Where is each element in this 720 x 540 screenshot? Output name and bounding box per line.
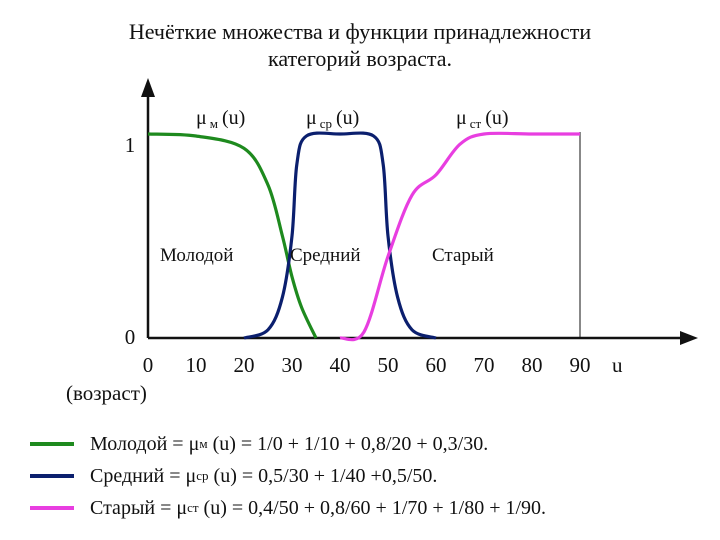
region-label-old: Старый bbox=[432, 245, 494, 266]
legend-formula-young: (u) = 1/0 + 1/10 + 0,8/20 + 0,3/30. bbox=[212, 432, 489, 455]
legend-swatch-old bbox=[30, 506, 74, 510]
x-tick-label: 10 bbox=[186, 353, 207, 377]
legend-swatch-middle bbox=[30, 474, 74, 478]
curve-label-sub: ст bbox=[470, 116, 482, 131]
x-tick-label: 70 bbox=[474, 353, 495, 377]
x-tick-label: 60 bbox=[426, 353, 447, 377]
legend-swatch-young bbox=[30, 442, 74, 446]
curve-middle bbox=[243, 131, 437, 340]
x-tick-label: 90 bbox=[570, 353, 591, 377]
x-tick-label: 40 bbox=[330, 353, 351, 377]
curve-label-young: μ м (u) bbox=[196, 107, 245, 131]
curve-young bbox=[147, 132, 318, 339]
y-tick-label-1: 1 bbox=[125, 133, 136, 157]
region-label-young: Молодой bbox=[160, 245, 233, 266]
legend-mu-young: μ bbox=[188, 432, 200, 455]
x-axis-arrow bbox=[680, 331, 698, 345]
legend-name-middle: Средний = bbox=[90, 464, 181, 487]
legend-mu-sub-old: ст bbox=[187, 500, 199, 515]
curve-label-mu: μ bbox=[456, 107, 467, 129]
legend-formula-middle: (u) = 0,5/30 + 1/40 +0,5/50. bbox=[213, 464, 438, 487]
curve-old bbox=[339, 131, 580, 342]
y-tick-label-0: 0 bbox=[125, 325, 136, 349]
x-axis-caption: (возраст) bbox=[66, 381, 147, 405]
legend-row-young: Молодой = μ м (u) = 1/0 + 1/10 + 0,8/20 … bbox=[30, 431, 488, 457]
legend-formula-old: (u) = 0,4/50 + 0,8/60 + 1/70 + 1/80 + 1/… bbox=[203, 496, 547, 519]
legend-row-middle: Средний = μ ср (u) = 0,5/30 + 1/40 +0,5/… bbox=[30, 463, 437, 489]
chart-title-line-2: категорий возраста. bbox=[267, 46, 453, 71]
legend-mu-old: μ bbox=[176, 496, 188, 519]
x-tick-label: 80 bbox=[522, 353, 543, 377]
x-axis-symbol: u bbox=[612, 353, 623, 377]
chart-title-line-1: Нечёткие множества и функции принадлежно… bbox=[128, 19, 592, 44]
membership-function-plot: 0 10 20 30 40 50 60 70 80 90 u(возраст)01μ м (u)Моло… bbox=[66, 78, 698, 405]
x-tick-label: 50 bbox=[378, 353, 399, 377]
region-label-middle: Средний bbox=[290, 245, 361, 266]
curve-label-sub: м bbox=[210, 116, 218, 131]
curve-label-mu: μ bbox=[306, 107, 317, 129]
y-axis-arrow bbox=[141, 78, 155, 97]
x-tick-label: 30 bbox=[282, 353, 303, 377]
x-tick-label: 20 bbox=[234, 353, 255, 377]
curve-label-mu: μ bbox=[196, 107, 207, 129]
curve-label-arg: (u) bbox=[222, 107, 245, 129]
curve-label-arg: (u) bbox=[485, 107, 508, 129]
legend-mu-sub-middle: ср bbox=[196, 468, 209, 483]
curve-label-middle: μ ср (u) bbox=[306, 107, 359, 131]
legend-mu-middle: μ bbox=[185, 464, 197, 487]
legend-name-young: Молодой = bbox=[90, 432, 184, 455]
x-tick-label: 0 bbox=[143, 353, 154, 377]
legend-mu-sub-young: м bbox=[199, 436, 208, 451]
legend-name-old: Старый = bbox=[90, 496, 172, 519]
legend-row-old: Старый = μ ст (u) = 0,4/50 + 0,8/60 + 1/… bbox=[30, 495, 546, 521]
curve-label-sub: ср bbox=[320, 116, 332, 131]
curve-label-arg: (u) bbox=[336, 107, 359, 129]
curve-label-old: μ ст (u) bbox=[456, 107, 509, 131]
